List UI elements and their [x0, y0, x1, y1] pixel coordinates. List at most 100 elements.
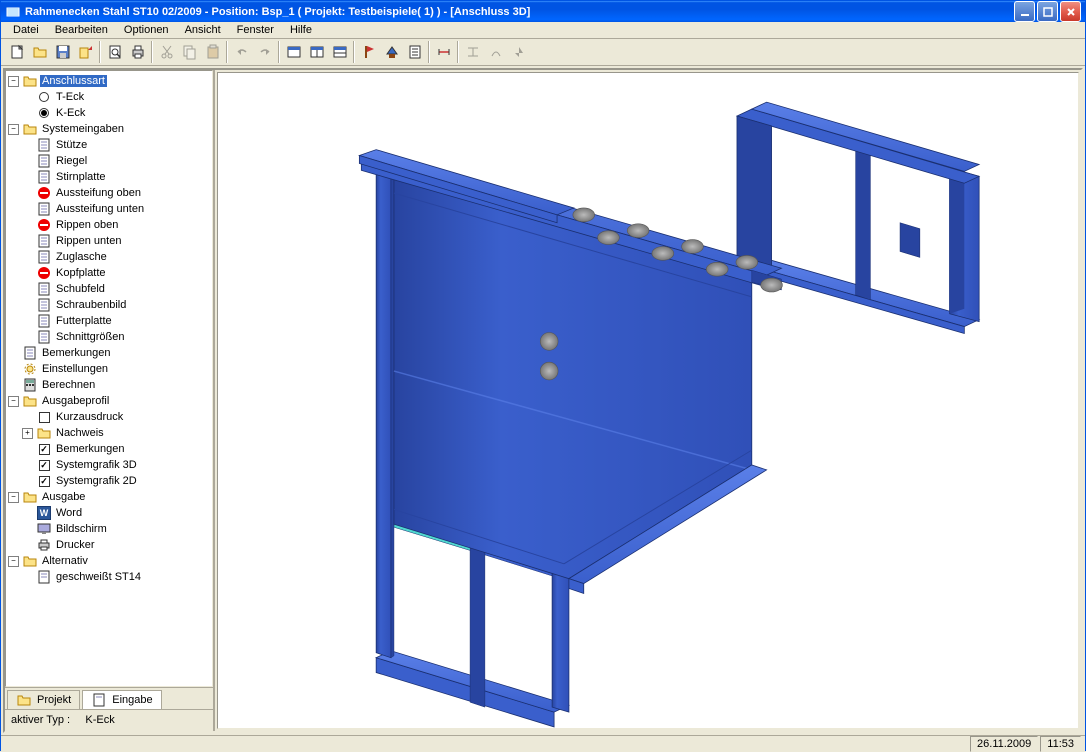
viewport-3d[interactable] — [217, 72, 1079, 729]
titlebar[interactable]: Rahmenecken Stahl ST10 02/2009 - Positio… — [1, 1, 1085, 22]
tree-node-word[interactable]: WWord — [8, 505, 210, 521]
tree-node-nachweis[interactable]: +Nachweis — [8, 425, 210, 441]
tb-window3-icon[interactable] — [328, 41, 351, 63]
close-button[interactable] — [1060, 1, 1081, 22]
main-area: − Anschlussart T-Eck K-Eck − Systemeinga… — [3, 68, 1083, 733]
folder-icon — [22, 554, 38, 568]
tree-node-sys-item[interactable]: Schnittgrößen — [8, 329, 210, 345]
maximize-button[interactable] — [1037, 1, 1058, 22]
tree-node-systemeingaben[interactable]: − Systemeingaben — [8, 121, 210, 137]
tree-label[interactable]: Schubfeld — [54, 283, 107, 295]
tree-node-sysgrafik3d[interactable]: Systemgrafik 3D — [8, 457, 210, 473]
tb-open-icon[interactable] — [28, 41, 51, 63]
active-type-panel: aktiver Typ : K-Eck — [5, 709, 213, 731]
tree-node-sys-item[interactable]: Rippen oben — [8, 217, 210, 233]
checkbox-icon[interactable] — [36, 458, 52, 472]
tree-toggle-icon[interactable]: − — [8, 124, 19, 135]
tab-projekt[interactable]: Projekt — [7, 690, 80, 709]
tree-label[interactable]: Riegel — [54, 155, 89, 167]
minimize-button[interactable] — [1014, 1, 1035, 22]
tree-node-einstellungen[interactable]: Einstellungen — [8, 361, 210, 377]
tb-copy-icon[interactable] — [178, 41, 201, 63]
tree-label[interactable]: Aussteifung oben — [54, 187, 143, 199]
tree-node-anschlussart[interactable]: − Anschlussart — [8, 73, 210, 89]
tree-panel[interactable]: − Anschlussart T-Eck K-Eck − Systemeinga… — [5, 70, 213, 687]
menu-optionen[interactable]: Optionen — [116, 22, 177, 38]
tree-toggle-icon[interactable]: − — [8, 396, 19, 407]
tree-label[interactable]: Stirnplatte — [54, 171, 108, 183]
tree-toggle-icon[interactable]: − — [8, 492, 19, 503]
tb-redo-icon[interactable] — [253, 41, 276, 63]
tree-node-bemerkungen[interactable]: Bemerkungen — [8, 345, 210, 361]
tree-node-sys-item[interactable]: Aussteifung oben — [8, 185, 210, 201]
tree-toggle-icon[interactable]: + — [22, 428, 33, 439]
menu-bearbeiten[interactable]: Bearbeiten — [47, 22, 116, 38]
tb-window1-icon[interactable] — [282, 41, 305, 63]
radio-icon[interactable] — [36, 106, 52, 120]
menu-fenster[interactable]: Fenster — [229, 22, 282, 38]
tree-node-sys-item[interactable]: Kopfplatte — [8, 265, 210, 281]
tree-node-berechnen[interactable]: Berechnen — [8, 377, 210, 393]
tb-preview-icon[interactable] — [103, 41, 126, 63]
tree-node-teck[interactable]: T-Eck — [8, 89, 210, 105]
tb-m1-icon[interactable] — [461, 41, 484, 63]
tb-m3-icon[interactable] — [507, 41, 530, 63]
prohibit-icon — [36, 218, 52, 232]
document-icon — [36, 570, 52, 584]
tree-label[interactable]: Stütze — [54, 139, 89, 151]
tree-node-ausgabeprofil[interactable]: − Ausgabeprofil — [8, 393, 210, 409]
tb-undo-icon[interactable] — [230, 41, 253, 63]
tree-node-sysgrafik2d[interactable]: Systemgrafik 2D — [8, 473, 210, 489]
tree-label[interactable]: Schnittgrößen — [54, 331, 126, 343]
tb-print-icon[interactable] — [126, 41, 149, 63]
tree-label[interactable]: Zuglasche — [54, 251, 109, 263]
tree-label[interactable]: Kopfplatte — [54, 267, 108, 279]
tree-node-bemerkungen2[interactable]: Bemerkungen — [8, 441, 210, 457]
tb-doc-icon[interactable] — [403, 41, 426, 63]
tree-node-sys-item[interactable]: Rippen unten — [8, 233, 210, 249]
tree-label[interactable]: Futterplatte — [54, 315, 114, 327]
tree-node-bildschirm[interactable]: Bildschirm — [8, 521, 210, 537]
tb-m2-icon[interactable] — [484, 41, 507, 63]
tree-node-kurzausdruck[interactable]: Kurzausdruck — [8, 409, 210, 425]
tb-new-icon[interactable] — [5, 41, 28, 63]
tb-dim-icon[interactable] — [432, 41, 455, 63]
checkbox-icon[interactable] — [36, 474, 52, 488]
tree-label[interactable]: Rippen unten — [54, 235, 123, 247]
tb-window2-icon[interactable] — [305, 41, 328, 63]
tree-node-keck[interactable]: K-Eck — [8, 105, 210, 121]
tree-node-sys-item[interactable]: Aussteifung unten — [8, 201, 210, 217]
tree-label[interactable]: Rippen oben — [54, 219, 120, 231]
tb-cut-icon[interactable] — [155, 41, 178, 63]
tree-node-geschweisst[interactable]: geschweißt ST14 — [8, 569, 210, 585]
tab-eingabe[interactable]: Eingabe — [82, 690, 161, 709]
tree-label[interactable]: Schraubenbild — [54, 299, 128, 311]
tree-node-alternativ[interactable]: − Alternativ — [8, 553, 210, 569]
tb-export-icon[interactable] — [74, 41, 97, 63]
tree-node-ausgabe[interactable]: − Ausgabe — [8, 489, 210, 505]
tree-label[interactable]: Aussteifung unten — [54, 203, 146, 215]
tree-node-sys-item[interactable]: Stirnplatte — [8, 169, 210, 185]
tree-node-sys-item[interactable]: Schubfeld — [8, 281, 210, 297]
document-icon — [36, 250, 52, 264]
tree-toggle-icon[interactable]: − — [8, 76, 19, 87]
checkbox-icon[interactable] — [36, 410, 52, 424]
tree-label[interactable]: Anschlussart — [40, 75, 107, 87]
tree-toggle-icon[interactable]: − — [8, 556, 19, 567]
checkbox-icon[interactable] — [36, 442, 52, 456]
tb-save-icon[interactable] — [51, 41, 74, 63]
tb-paste-icon[interactable] — [201, 41, 224, 63]
tree-node-sys-item[interactable]: Zuglasche — [8, 249, 210, 265]
tb-render-icon[interactable] — [380, 41, 403, 63]
tree-node-sys-item[interactable]: Schraubenbild — [8, 297, 210, 313]
menu-datei[interactable]: Datei — [5, 22, 47, 38]
tb-flag-icon[interactable] — [357, 41, 380, 63]
folder-icon — [22, 490, 38, 504]
tree-node-sys-item[interactable]: Riegel — [8, 153, 210, 169]
menu-ansicht[interactable]: Ansicht — [177, 22, 229, 38]
tree-node-drucker[interactable]: Drucker — [8, 537, 210, 553]
tree-node-sys-item[interactable]: Stütze — [8, 137, 210, 153]
tree-node-sys-item[interactable]: Futterplatte — [8, 313, 210, 329]
menu-hilfe[interactable]: Hilfe — [282, 22, 320, 38]
radio-icon[interactable] — [36, 90, 52, 104]
